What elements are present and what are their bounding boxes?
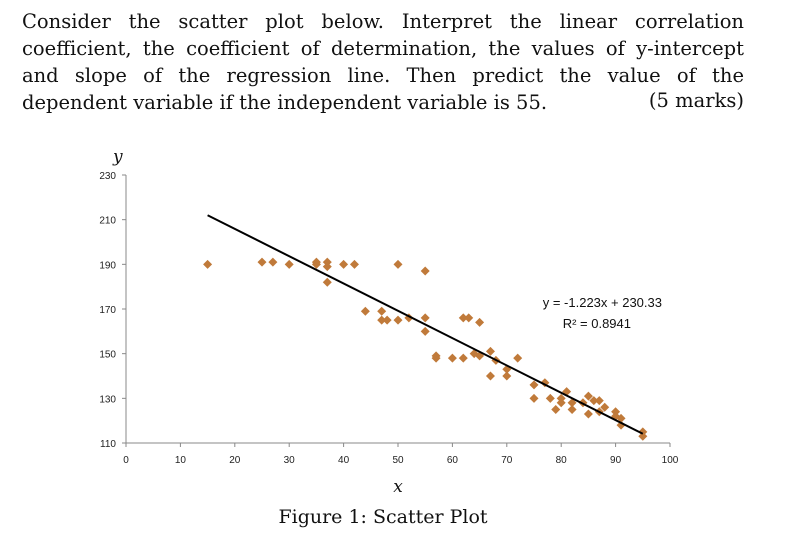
regression-line [207, 214, 644, 435]
data-point [529, 393, 539, 403]
data-point [377, 306, 387, 316]
x-tick-label: 40 [338, 455, 350, 466]
data-point [475, 317, 485, 327]
x-tick-label: 70 [501, 455, 513, 466]
y-tick-label: 150 [99, 350, 116, 361]
data-point [382, 315, 392, 325]
data-point [464, 313, 474, 323]
data-point [393, 259, 403, 269]
data-point [311, 259, 321, 269]
figure-caption: Figure 1: Scatter Plot [278, 506, 488, 528]
y-tick-label: 230 [99, 171, 116, 182]
data-point [556, 398, 566, 408]
data-point [322, 277, 332, 287]
data-point [551, 405, 561, 414]
data-point [594, 396, 604, 406]
x-tick-label: 10 [175, 455, 187, 466]
data-point [349, 259, 359, 269]
marks-label: (5 marks) [648, 89, 744, 112]
data-point [545, 393, 555, 403]
data-point [600, 402, 610, 412]
data-point [420, 313, 430, 323]
x-tick-label: 20 [229, 455, 241, 466]
data-point [420, 326, 430, 336]
x-tick-label: 30 [284, 455, 296, 466]
y-axis-label: y [112, 147, 123, 167]
data-point [458, 353, 468, 363]
x-tick-label: 50 [392, 455, 404, 466]
y-tick-label: 190 [99, 260, 116, 271]
data-point [284, 259, 294, 269]
data-point [257, 257, 267, 267]
data-point [377, 315, 387, 325]
data-point [268, 257, 278, 267]
data-point [513, 353, 523, 363]
data-point [339, 259, 349, 269]
data-point [583, 391, 593, 401]
data-point [393, 315, 403, 325]
data-point [502, 371, 512, 381]
x-axis-label: x [393, 477, 403, 497]
y-tick-label: 110 [100, 439, 116, 450]
data-point [447, 353, 457, 363]
regression-equation: y = -1.223x + 230.33 [543, 295, 662, 310]
r-squared-label: R² = 0.8941 [563, 316, 631, 331]
data-point [567, 405, 577, 414]
data-point [583, 409, 593, 419]
question-text: Consider the scatter plot below. Interpr… [22, 10, 744, 114]
data-point [431, 353, 441, 363]
data-point [203, 259, 213, 269]
x-tick-label: 100 [662, 455, 679, 466]
x-tick-label: 60 [447, 455, 459, 466]
data-point [589, 396, 599, 406]
data-point [638, 431, 648, 441]
data-point [529, 380, 539, 390]
y-tick-label: 210 [99, 216, 116, 227]
data-point [485, 346, 495, 356]
data-point [420, 266, 430, 276]
y-tick-label: 130 [99, 394, 116, 405]
data-point [360, 306, 370, 316]
x-tick-label: 80 [556, 455, 568, 466]
data-point [322, 262, 332, 272]
data-point [567, 398, 577, 408]
data-point [485, 371, 495, 381]
x-tick-label: 0 [123, 455, 129, 466]
data-point [458, 313, 468, 323]
y-tick-label: 170 [99, 305, 116, 316]
x-tick-label: 90 [610, 455, 622, 466]
